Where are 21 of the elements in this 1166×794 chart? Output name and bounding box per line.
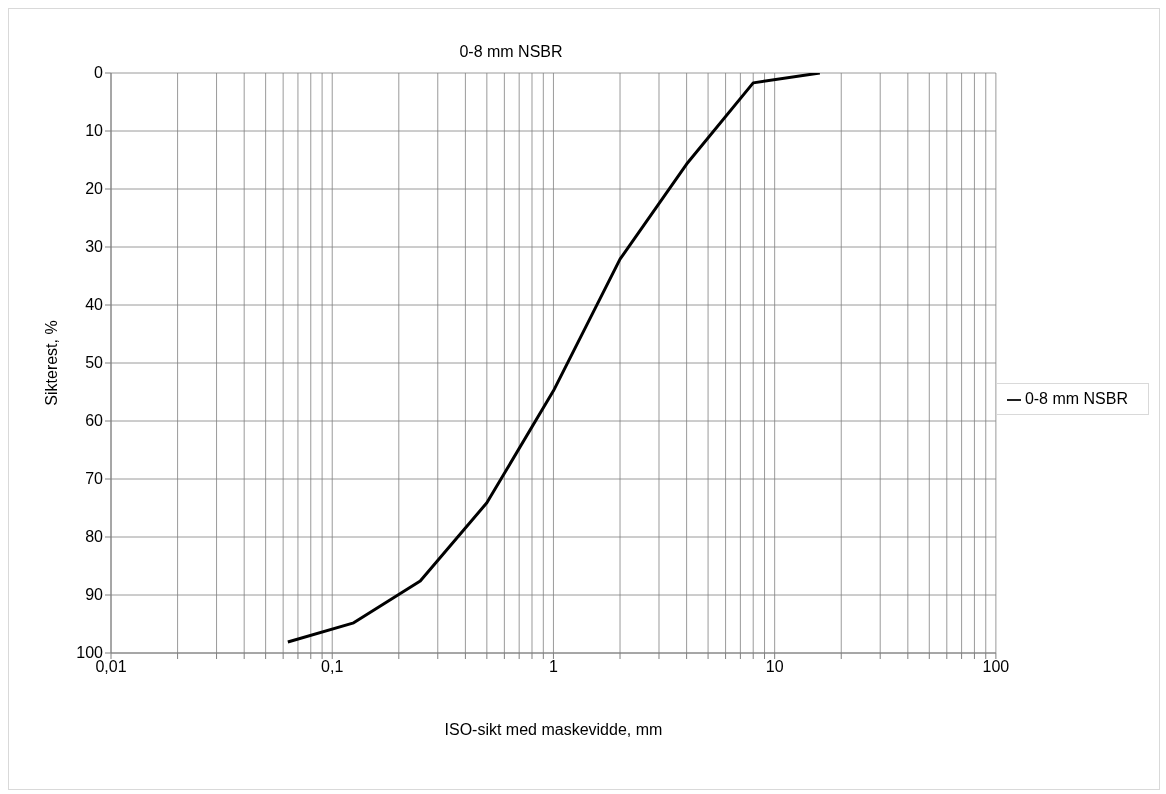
x-tick-label: 100 [982, 658, 1010, 676]
y-tick-label: 60 [85, 412, 104, 429]
x-tick-label: 1 [548, 658, 558, 676]
y-tick-label: 90 [85, 586, 104, 603]
y-tick-label: 50 [85, 354, 104, 371]
y-tick-label: 70 [85, 470, 104, 487]
y-tick-label: 30 [85, 238, 104, 255]
y-tick-label: 80 [85, 528, 104, 545]
line-series [286, 73, 822, 644]
x-tick-label: 0,1 [321, 658, 344, 676]
x-axis-title: ISO-sikt med maskevidde, mm [444, 721, 663, 738]
y-tick-label: 0 [94, 64, 104, 81]
y-tick-label: 10 [85, 122, 104, 139]
y-tick-label: 40 [85, 296, 104, 313]
y-tick-label: 20 [85, 180, 104, 197]
x-tick-label: 0,01 [95, 658, 127, 676]
y-axis-title: Sikterest, % [42, 320, 60, 406]
y-tick-label: 100 [76, 644, 104, 661]
chart-title: 0-8 mm NSBR [458, 43, 564, 61]
legend-label: 0-8 mm NSBR [1024, 390, 1128, 407]
x-tick-label: 10 [765, 658, 784, 676]
